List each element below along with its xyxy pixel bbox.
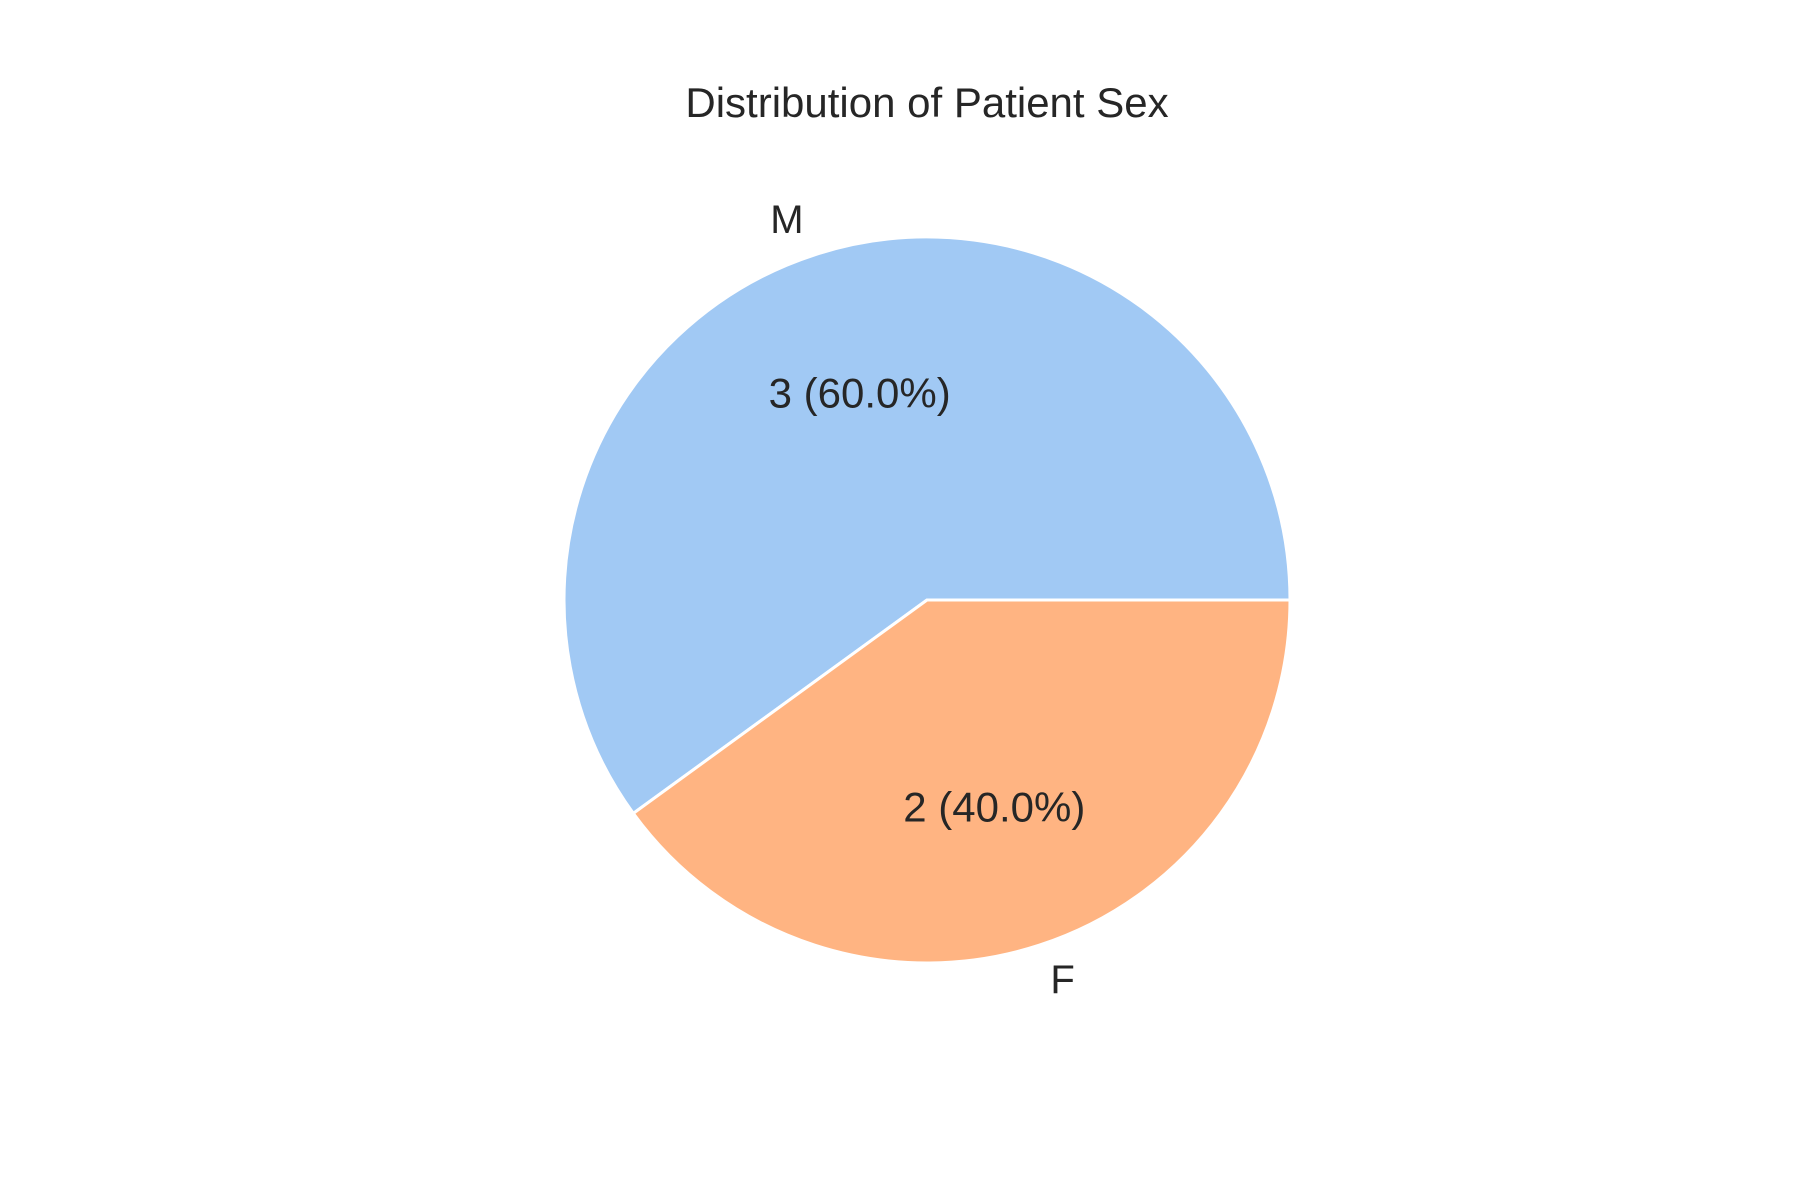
pct-label-f: 2 (40.0%) <box>903 784 1085 831</box>
pie-slices <box>562 235 1292 965</box>
slice-label-m: M <box>770 198 803 242</box>
pie-slice-m <box>562 235 1292 815</box>
pct-label-m: 3 (60.0%) <box>769 369 951 416</box>
pie-slice-f <box>631 598 1292 965</box>
chart-title: Distribution of Patient Sex <box>685 79 1168 126</box>
slice-label-f: F <box>1050 958 1074 1002</box>
pie-labels: M 3 (60.0%) F 2 (40.0%) <box>769 198 1086 1002</box>
